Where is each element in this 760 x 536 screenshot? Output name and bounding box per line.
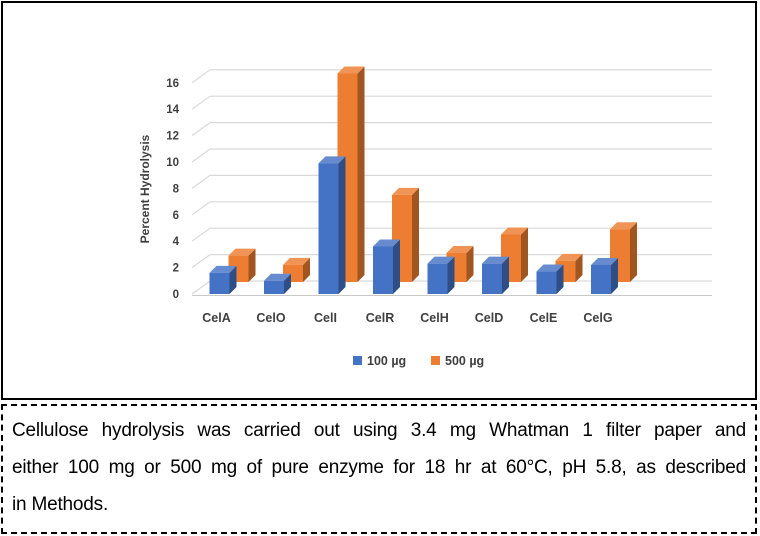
y-tick-label: 10 <box>166 157 179 169</box>
bar-500µg-CelR-side <box>412 187 419 282</box>
bar-100µg-CelO <box>264 280 284 294</box>
legend-label: 100 µg <box>367 354 406 368</box>
legend-swatch <box>431 356 440 365</box>
x-category-label: CelO <box>256 311 285 325</box>
bar-100µg-CelG <box>591 264 611 294</box>
x-category-label: CelI <box>314 311 337 325</box>
gridline-diagonal <box>191 148 211 163</box>
caption-line-2: either 100 mg or 500 mg of pure enzyme f… <box>12 457 746 478</box>
y-tick-label: 4 <box>173 236 180 248</box>
bar-100µg-CelI-top <box>318 156 346 164</box>
gridline-diagonal <box>191 254 211 269</box>
bar-100µg-CelR <box>373 246 393 294</box>
bar-500µg-CelR-top <box>392 187 419 195</box>
figure-caption: Cellulose hydrolysis was carried out usi… <box>1 404 757 534</box>
gridline-diagonal <box>191 201 211 216</box>
bar-100µg-CelG-top <box>591 257 618 265</box>
y-tick-label: 0 <box>173 289 179 301</box>
gridline-diagonal <box>191 280 211 295</box>
legend-label: 500 µg <box>445 354 484 368</box>
x-category-label: CelG <box>583 311 612 325</box>
bar-100µg-CelR-top <box>373 239 400 247</box>
bar-100µg-CelO-side <box>284 273 291 294</box>
bar-100µg-CelA <box>209 272 230 294</box>
y-tick-label: 16 <box>166 78 179 90</box>
caption-line-1: Cellulose hydrolysis was carried out usi… <box>12 420 746 441</box>
bar-500µg-CelE-top <box>555 253 583 261</box>
caption-line-3: in Methods. <box>12 494 109 515</box>
x-category-label: CelA <box>202 311 230 325</box>
y-tick-label: 14 <box>166 104 179 116</box>
gridline-diagonal <box>191 69 211 84</box>
y-tick-label: 12 <box>166 131 179 143</box>
gridline-diagonal <box>191 227 211 242</box>
bar-500µg-CelG-top <box>610 222 637 230</box>
y-tick-label: 6 <box>173 210 179 222</box>
bar-100µg-CelH-side <box>447 256 455 294</box>
x-category-label: CelH <box>420 311 448 325</box>
bar-chart-3d: 0 2 4 6 8 10 12 14 16 Percent Hydrolysis CelA CelO C… <box>138 66 712 368</box>
bar-500µg-CelO-top <box>283 257 310 265</box>
bar-100µg-CelI <box>318 163 339 294</box>
legend-swatch <box>353 356 362 365</box>
bar-500µg-CelI-top <box>337 66 365 74</box>
y-axis-title: Percent Hydrolysis <box>138 134 152 243</box>
bar-100µg-CelE-top <box>536 264 564 272</box>
bar-100µg-CelR-side <box>393 239 400 294</box>
bar-500µg-CelG-side <box>630 222 637 282</box>
y-tick-label: 8 <box>173 183 180 195</box>
bar-100µg-CelH-top <box>427 256 455 264</box>
x-category-label: CelE <box>530 311 558 325</box>
bar-100µg-CelD-side <box>502 256 509 294</box>
bar-500µg-CelA-top <box>228 248 256 256</box>
bar-100µg-CelE <box>536 271 557 294</box>
bar-100µg-CelH <box>427 263 448 294</box>
y-tick-label: 2 <box>173 263 179 275</box>
bar-100µg-CelO-top <box>264 273 291 281</box>
bar-500µg-CelE-side <box>575 253 583 282</box>
bar-100µg-CelE-side <box>556 264 564 294</box>
bar-100µg-CelI-side <box>338 156 346 294</box>
gridline-diagonal <box>191 174 211 189</box>
x-category-label: CelR <box>366 311 394 325</box>
bar-500µg-CelD-side <box>521 227 528 282</box>
bar-100µg-CelD-top <box>482 256 509 264</box>
gridline-diagonal <box>191 95 211 110</box>
bar-500µg-CelO-side <box>303 257 310 282</box>
bar-500µg-CelA-side <box>248 248 256 282</box>
bar-100µg-CelA-side <box>229 265 237 294</box>
chart-panel: 0 2 4 6 8 10 12 14 16 Percent Hydrolysis CelA CelO C… <box>1 1 757 400</box>
bar-100µg-CelA-top <box>209 265 237 273</box>
x-category-label: CelD <box>475 311 503 325</box>
bar-100µg-CelD <box>482 263 502 294</box>
bar-100µg-CelG-side <box>611 257 618 294</box>
bar-500µg-CelH-side <box>466 245 474 282</box>
bar-500µg-CelH-top <box>446 245 474 253</box>
gridline-diagonal <box>191 122 211 137</box>
bar-500µg-CelI-side <box>357 66 365 282</box>
bar-500µg-CelD-top <box>501 227 528 235</box>
